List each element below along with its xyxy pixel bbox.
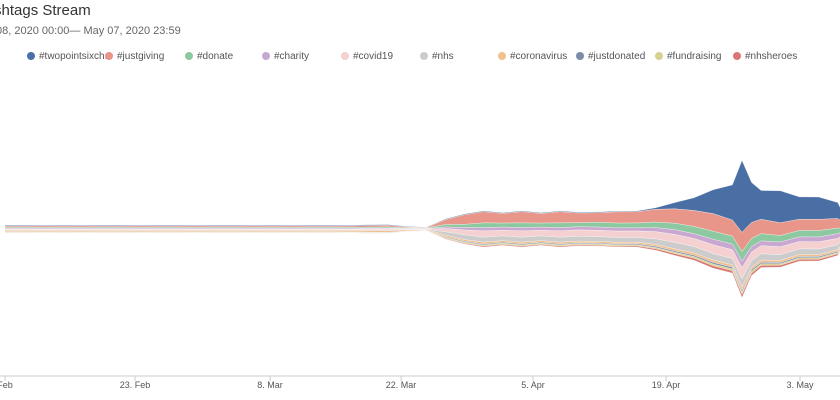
x-tick-label: 23. Feb (120, 380, 151, 390)
x-tick-label: 22. Mar (386, 380, 417, 390)
legend-label: #twopointsixch... (39, 50, 113, 62)
legend-swatch (185, 52, 193, 60)
legend-item[interactable]: #charity (262, 48, 309, 64)
legend-label: #covid19 (353, 50, 394, 62)
legend-item[interactable]: #justdonated (576, 48, 645, 64)
chart-title: shtags Stream (0, 2, 91, 19)
legend-item[interactable]: #twopointsixch... (27, 48, 113, 64)
legend-label: #justgiving (117, 50, 165, 62)
legend-swatch (105, 52, 113, 60)
legend-item[interactable]: #coronavirus (498, 48, 567, 64)
legend-label: #nhs (432, 50, 454, 62)
legend-item[interactable]: #nhsheroes (733, 48, 797, 64)
x-tick-label: 8. Mar (257, 380, 283, 390)
legend-swatch (655, 52, 663, 60)
legend-swatch (341, 52, 349, 60)
legend-swatch (27, 52, 35, 60)
legend-swatch (420, 52, 428, 60)
x-tick-label: 3. May (786, 380, 814, 390)
legend-label: #fundraising (667, 50, 722, 62)
legend-item[interactable]: #justgiving (105, 48, 164, 64)
legend-label: #donate (197, 50, 234, 62)
legend-item[interactable]: #donate (185, 48, 233, 64)
legend-label: #charity (274, 50, 310, 62)
legend-label: #justdonated (588, 50, 646, 62)
stream-layer[interactable] (4, 230, 840, 298)
x-tick-label: 19. Apr (652, 380, 681, 390)
stream-layers (4, 160, 840, 298)
legend-item[interactable]: #covid19 (341, 48, 393, 64)
legend-item[interactable]: #nhs (420, 48, 454, 64)
legend-swatch (498, 52, 506, 60)
legend: #twopointsixch... #justgiving #donate #char… (0, 48, 840, 64)
legend-label: #nhsheroes (745, 50, 798, 62)
legend-item[interactable]: #fundraising (655, 48, 721, 64)
legend-swatch (576, 52, 584, 60)
legend-swatch (733, 52, 741, 60)
legend-label: #coronavirus (510, 50, 568, 62)
date-range-subtitle: 08, 2020 00:00— May 07, 2020 23:59 (0, 25, 181, 37)
x-tick-label: 5. Apr (521, 380, 545, 390)
legend-swatch (262, 52, 270, 60)
x-tick-label: Feb (0, 380, 13, 390)
